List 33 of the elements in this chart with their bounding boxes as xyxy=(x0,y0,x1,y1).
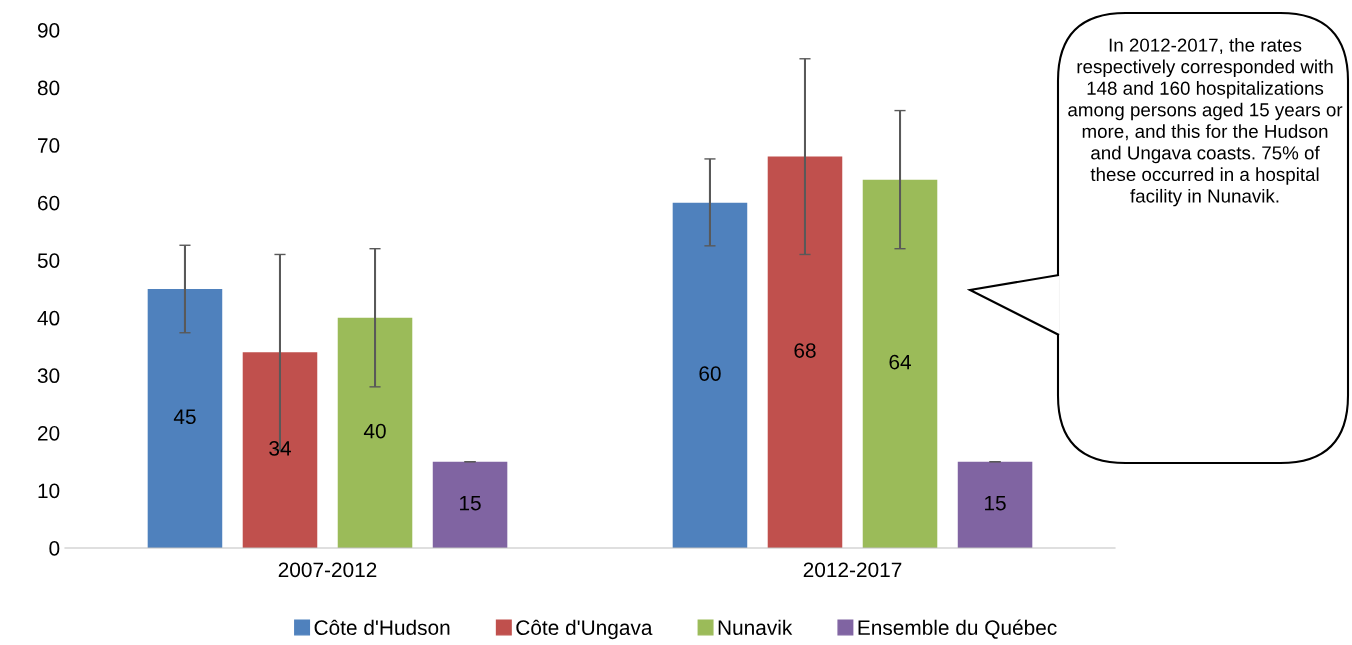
bar xyxy=(147,289,223,548)
data-label: 60 xyxy=(699,366,721,381)
y-tick-label: 90 xyxy=(37,23,60,38)
legend-label: Côte d'Ungava xyxy=(516,619,653,640)
legend-label: Nunavik xyxy=(718,619,793,636)
data-label: 34 xyxy=(269,441,291,456)
data-label: 45 xyxy=(173,409,196,425)
legend-label: Ensemble du Québec xyxy=(858,619,1057,639)
bar xyxy=(432,461,508,548)
data-label: 40 xyxy=(363,423,386,439)
y-tick-label: 70 xyxy=(38,138,60,153)
data-label: 68 xyxy=(794,343,816,358)
y-tick-label: 0 xyxy=(49,541,60,556)
bar xyxy=(337,317,413,548)
y-tick-label: 20 xyxy=(38,425,60,441)
bar xyxy=(767,156,843,548)
y-tick-label: 50 xyxy=(37,253,60,268)
y-tick-label: 10 xyxy=(38,483,60,499)
x-tick-label: 2007-2012 xyxy=(278,562,377,578)
y-tick-label: 30 xyxy=(37,368,60,384)
bar xyxy=(672,202,748,548)
bar xyxy=(242,352,318,548)
annotation: In 2012-2017, the rates respectively corresponded with 148 and 160 hospitalizations among persons aged 15 years or more, and this for the Hudson and Ungava coasts. 75% of these occurred in a hospital facility in Nunavik. xyxy=(1068,38,1343,207)
data-label: 15 xyxy=(460,495,481,511)
data-label: 64 xyxy=(889,354,911,370)
y-tick-label: 40 xyxy=(37,310,60,326)
bar xyxy=(862,179,938,548)
y-tick-label: 60 xyxy=(38,195,60,211)
bar xyxy=(957,461,1033,548)
x-tick-label: 2012-2017 xyxy=(803,562,902,578)
legend-label: Côte d'Hudson xyxy=(314,619,450,636)
data-label: 15 xyxy=(985,495,1006,511)
y-tick-label: 80 xyxy=(37,80,60,96)
